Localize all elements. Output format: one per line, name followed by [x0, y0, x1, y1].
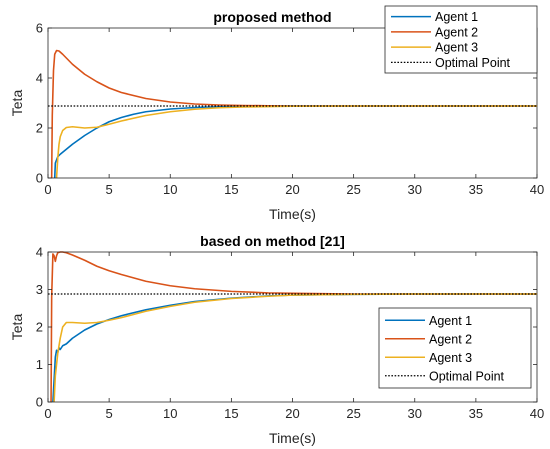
x-tick-label: 0 [44, 406, 51, 421]
x-tick-label: 20 [285, 406, 299, 421]
x-tick-label: 20 [285, 182, 299, 197]
x-tick-label: 25 [346, 182, 360, 197]
chart-title: based on method [21] [200, 233, 345, 249]
x-axis-label: Time(s) [269, 206, 316, 222]
x-tick-label: 30 [408, 406, 422, 421]
y-tick-label: 3 [36, 282, 43, 297]
y-axis-label: Teta [9, 314, 25, 341]
legend-label: Agent 2 [429, 332, 472, 346]
y-tick-label: 0 [36, 171, 43, 186]
legend-label: Optimal Point [429, 369, 505, 383]
y-tick-label: 2 [36, 320, 43, 335]
legend-box [378, 307, 532, 389]
x-tick-label: 10 [163, 406, 177, 421]
series-line-agent-3 [53, 293, 537, 403]
x-tick-label: 15 [224, 182, 238, 197]
y-tick-label: 0 [36, 395, 43, 410]
chart-panel-2: 0 5 10 15 20 25 30 35 40 0 1 2 3 4 based on method [21… [9, 233, 544, 446]
x-tick-label: 30 [408, 182, 422, 197]
x-tick-label: 10 [163, 182, 177, 197]
y-tick-label: 1 [36, 357, 43, 372]
x-tick-label: 5 [106, 182, 113, 197]
legend-label: Agent 3 [435, 41, 478, 55]
x-axis-label: Time(s) [269, 430, 316, 446]
x-tick-label: 40 [530, 182, 544, 197]
legend: Agent 1 Agent 2 Agent 3 Optimal Point [378, 307, 532, 389]
x-tick-label: 35 [469, 406, 483, 421]
chart-title: proposed method [213, 9, 331, 25]
y-tick-label: 2 [36, 121, 43, 136]
series-line-agent-2 [50, 251, 537, 403]
x-tick-label: 0 [44, 182, 51, 197]
y-tick-label: 4 [36, 71, 43, 86]
y-axis-label: Teta [9, 90, 25, 117]
legend-label: Agent 1 [435, 10, 478, 24]
chart-panel-1: 0 5 10 15 20 25 30 35 40 0 2 4 6 proposed method Time(… [9, 5, 544, 222]
legend-label: Optimal Point [435, 56, 511, 70]
y-tick-label: 6 [36, 21, 43, 36]
x-tick-label: 40 [530, 406, 544, 421]
legend-label: Agent 3 [429, 351, 472, 365]
x-tick-label: 15 [224, 406, 238, 421]
y-tick-label: 4 [36, 245, 43, 260]
x-tick-label: 5 [106, 406, 113, 421]
legend-label: Agent 1 [429, 314, 472, 328]
x-tick-label: 35 [469, 182, 483, 197]
series-line-agent-3 [55, 105, 537, 179]
x-tick-label: 25 [346, 406, 360, 421]
series-group [48, 49, 537, 179]
series-group [48, 251, 537, 403]
legend-label: Agent 2 [435, 25, 478, 39]
